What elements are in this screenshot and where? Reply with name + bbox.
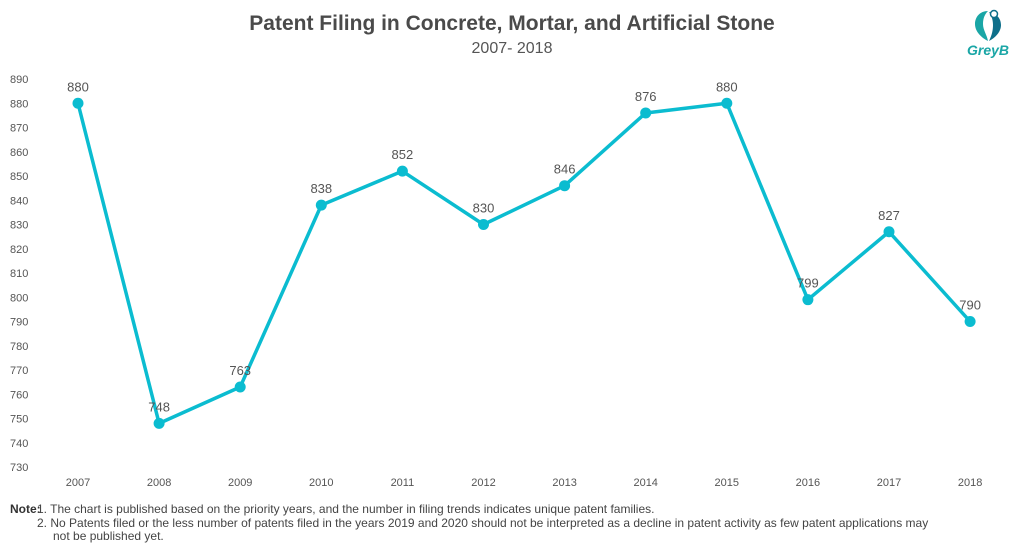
note-line-3: not be published yet. [53, 529, 164, 543]
data-point [478, 219, 489, 230]
data-point [72, 97, 84, 109]
y-tick-label: 740 [10, 438, 28, 450]
x-tick-label: 2015 [715, 477, 739, 489]
chart-title: Patent Filing in Concrete, Mortar, and A… [249, 12, 775, 35]
data-label: 748 [148, 399, 170, 414]
y-axis-ticks: 730 740 750 760 770 780 790 800 810 820 830 840 850 8… [10, 74, 28, 474]
y-tick-label: 840 [10, 195, 28, 207]
note-line-2: 2. No Patents filed or the less number o… [37, 516, 929, 530]
x-tick-label: 2008 [147, 477, 171, 489]
y-tick-label: 770 [10, 365, 28, 377]
data-labels: 880 748 763 838 852 830 846 876 880 799 827 790 [67, 79, 981, 414]
x-axis-ticks: 2007 2008 2009 2010 2011 2012 2013 2014 2015 2016… [66, 477, 983, 489]
logo-text: GreyB [966, 42, 1010, 58]
y-tick-label: 800 [10, 292, 28, 304]
x-tick-label: 2012 [471, 477, 495, 489]
data-point [964, 316, 976, 327]
data-point [640, 107, 652, 119]
y-tick-label: 730 [10, 462, 28, 474]
y-tick-label: 870 [10, 123, 28, 135]
y-tick-label: 850 [10, 171, 28, 183]
x-tick-label: 2007 [66, 477, 90, 489]
y-tick-label: 760 [10, 389, 28, 401]
y-tick-label: 830 [10, 220, 28, 232]
data-point [153, 417, 165, 429]
data-label: 799 [797, 276, 819, 291]
x-tick-label: 2018 [958, 477, 982, 489]
data-point [315, 199, 327, 211]
data-label: 830 [473, 201, 495, 216]
data-label: 827 [878, 208, 900, 223]
chart-subtitle: 2007- 2018 [471, 40, 553, 57]
y-tick-label: 880 [10, 98, 28, 110]
data-label: 846 [554, 162, 576, 177]
data-point [721, 97, 733, 109]
brand-logo: GreyB [956, 8, 1020, 64]
x-tick-label: 2011 [391, 477, 415, 489]
note-line-1: 1. The chart is published based on the p… [37, 502, 655, 516]
data-label: 876 [635, 89, 657, 104]
data-point [234, 381, 246, 393]
y-tick-label: 820 [10, 244, 28, 256]
data-point [559, 180, 571, 192]
greyb-logo-icon [975, 9, 1001, 41]
y-tick-label: 860 [10, 147, 28, 159]
x-tick-label: 2009 [228, 477, 252, 489]
x-tick-label: 2014 [633, 477, 657, 489]
data-label: 880 [716, 79, 738, 94]
data-point [396, 165, 408, 177]
series-line-group [76, 101, 972, 426]
x-tick-label: 2013 [552, 477, 576, 489]
series-line [76, 101, 972, 426]
y-tick-label: 750 [10, 414, 28, 426]
data-point [883, 226, 895, 238]
data-label: 880 [67, 79, 89, 94]
data-point [802, 294, 814, 306]
data-label: 852 [392, 147, 414, 162]
data-label: 790 [959, 298, 981, 313]
data-label: 763 [229, 363, 251, 378]
data-label: 838 [310, 181, 332, 196]
y-tick-label: 780 [10, 341, 28, 353]
y-tick-label: 890 [10, 74, 28, 86]
x-tick-label: 2016 [796, 477, 820, 489]
y-tick-label: 790 [10, 317, 28, 329]
y-tick-label: 810 [10, 268, 28, 280]
data-points [72, 97, 976, 429]
x-tick-label: 2017 [877, 477, 901, 489]
note-label: Note: [10, 502, 41, 516]
x-tick-label: 2010 [309, 477, 333, 489]
